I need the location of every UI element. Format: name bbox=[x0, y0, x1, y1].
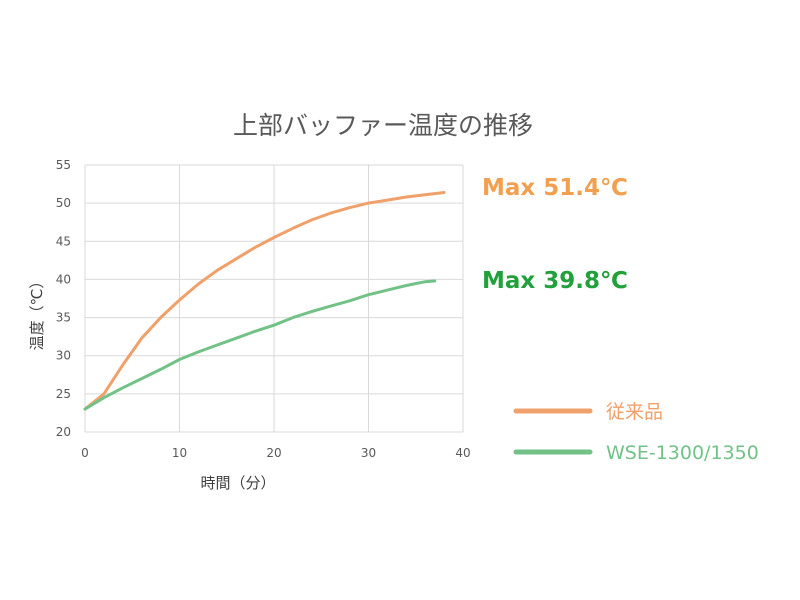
y-tick-label: 25 bbox=[56, 387, 71, 401]
x-axis-title: 時間（分） bbox=[200, 474, 275, 492]
legend: 従来品 WSE-1300/1350 bbox=[513, 401, 759, 464]
y-tick-label: 30 bbox=[56, 349, 71, 363]
y-tick-label: 55 bbox=[56, 158, 71, 172]
max-annotation-conventional: Max 51.4℃ bbox=[482, 175, 628, 201]
y-tick-label: 45 bbox=[56, 234, 71, 248]
y-tick-label: 50 bbox=[56, 196, 71, 210]
x-tick-label: 10 bbox=[172, 446, 187, 460]
x-tick-label: 20 bbox=[266, 446, 281, 460]
legend-label-wse: WSE-1300/1350 bbox=[606, 442, 759, 464]
y-tick-label: 40 bbox=[56, 272, 71, 286]
x-tick-labels: 0 10 20 30 40 bbox=[81, 446, 470, 460]
grid bbox=[84, 164, 464, 433]
y-axis-title: 温度（℃） bbox=[28, 274, 46, 351]
x-tick-label: 40 bbox=[455, 446, 470, 460]
x-tick-label: 0 bbox=[81, 446, 89, 460]
y-tick-label: 35 bbox=[56, 311, 71, 325]
legend-label-conventional: 従来品 bbox=[606, 401, 663, 423]
series-lines bbox=[83, 191, 446, 411]
y-tick-label: 20 bbox=[56, 425, 71, 439]
series-line-1 bbox=[83, 279, 437, 411]
x-tick-label: 30 bbox=[361, 446, 376, 460]
chart-title: 上部バッファー温度の推移 bbox=[233, 111, 533, 140]
series-line-0 bbox=[83, 191, 446, 411]
y-tick-labels: 20 25 30 35 40 45 50 55 bbox=[56, 158, 71, 439]
max-annotation-wse: Max 39.8℃ bbox=[482, 268, 628, 294]
